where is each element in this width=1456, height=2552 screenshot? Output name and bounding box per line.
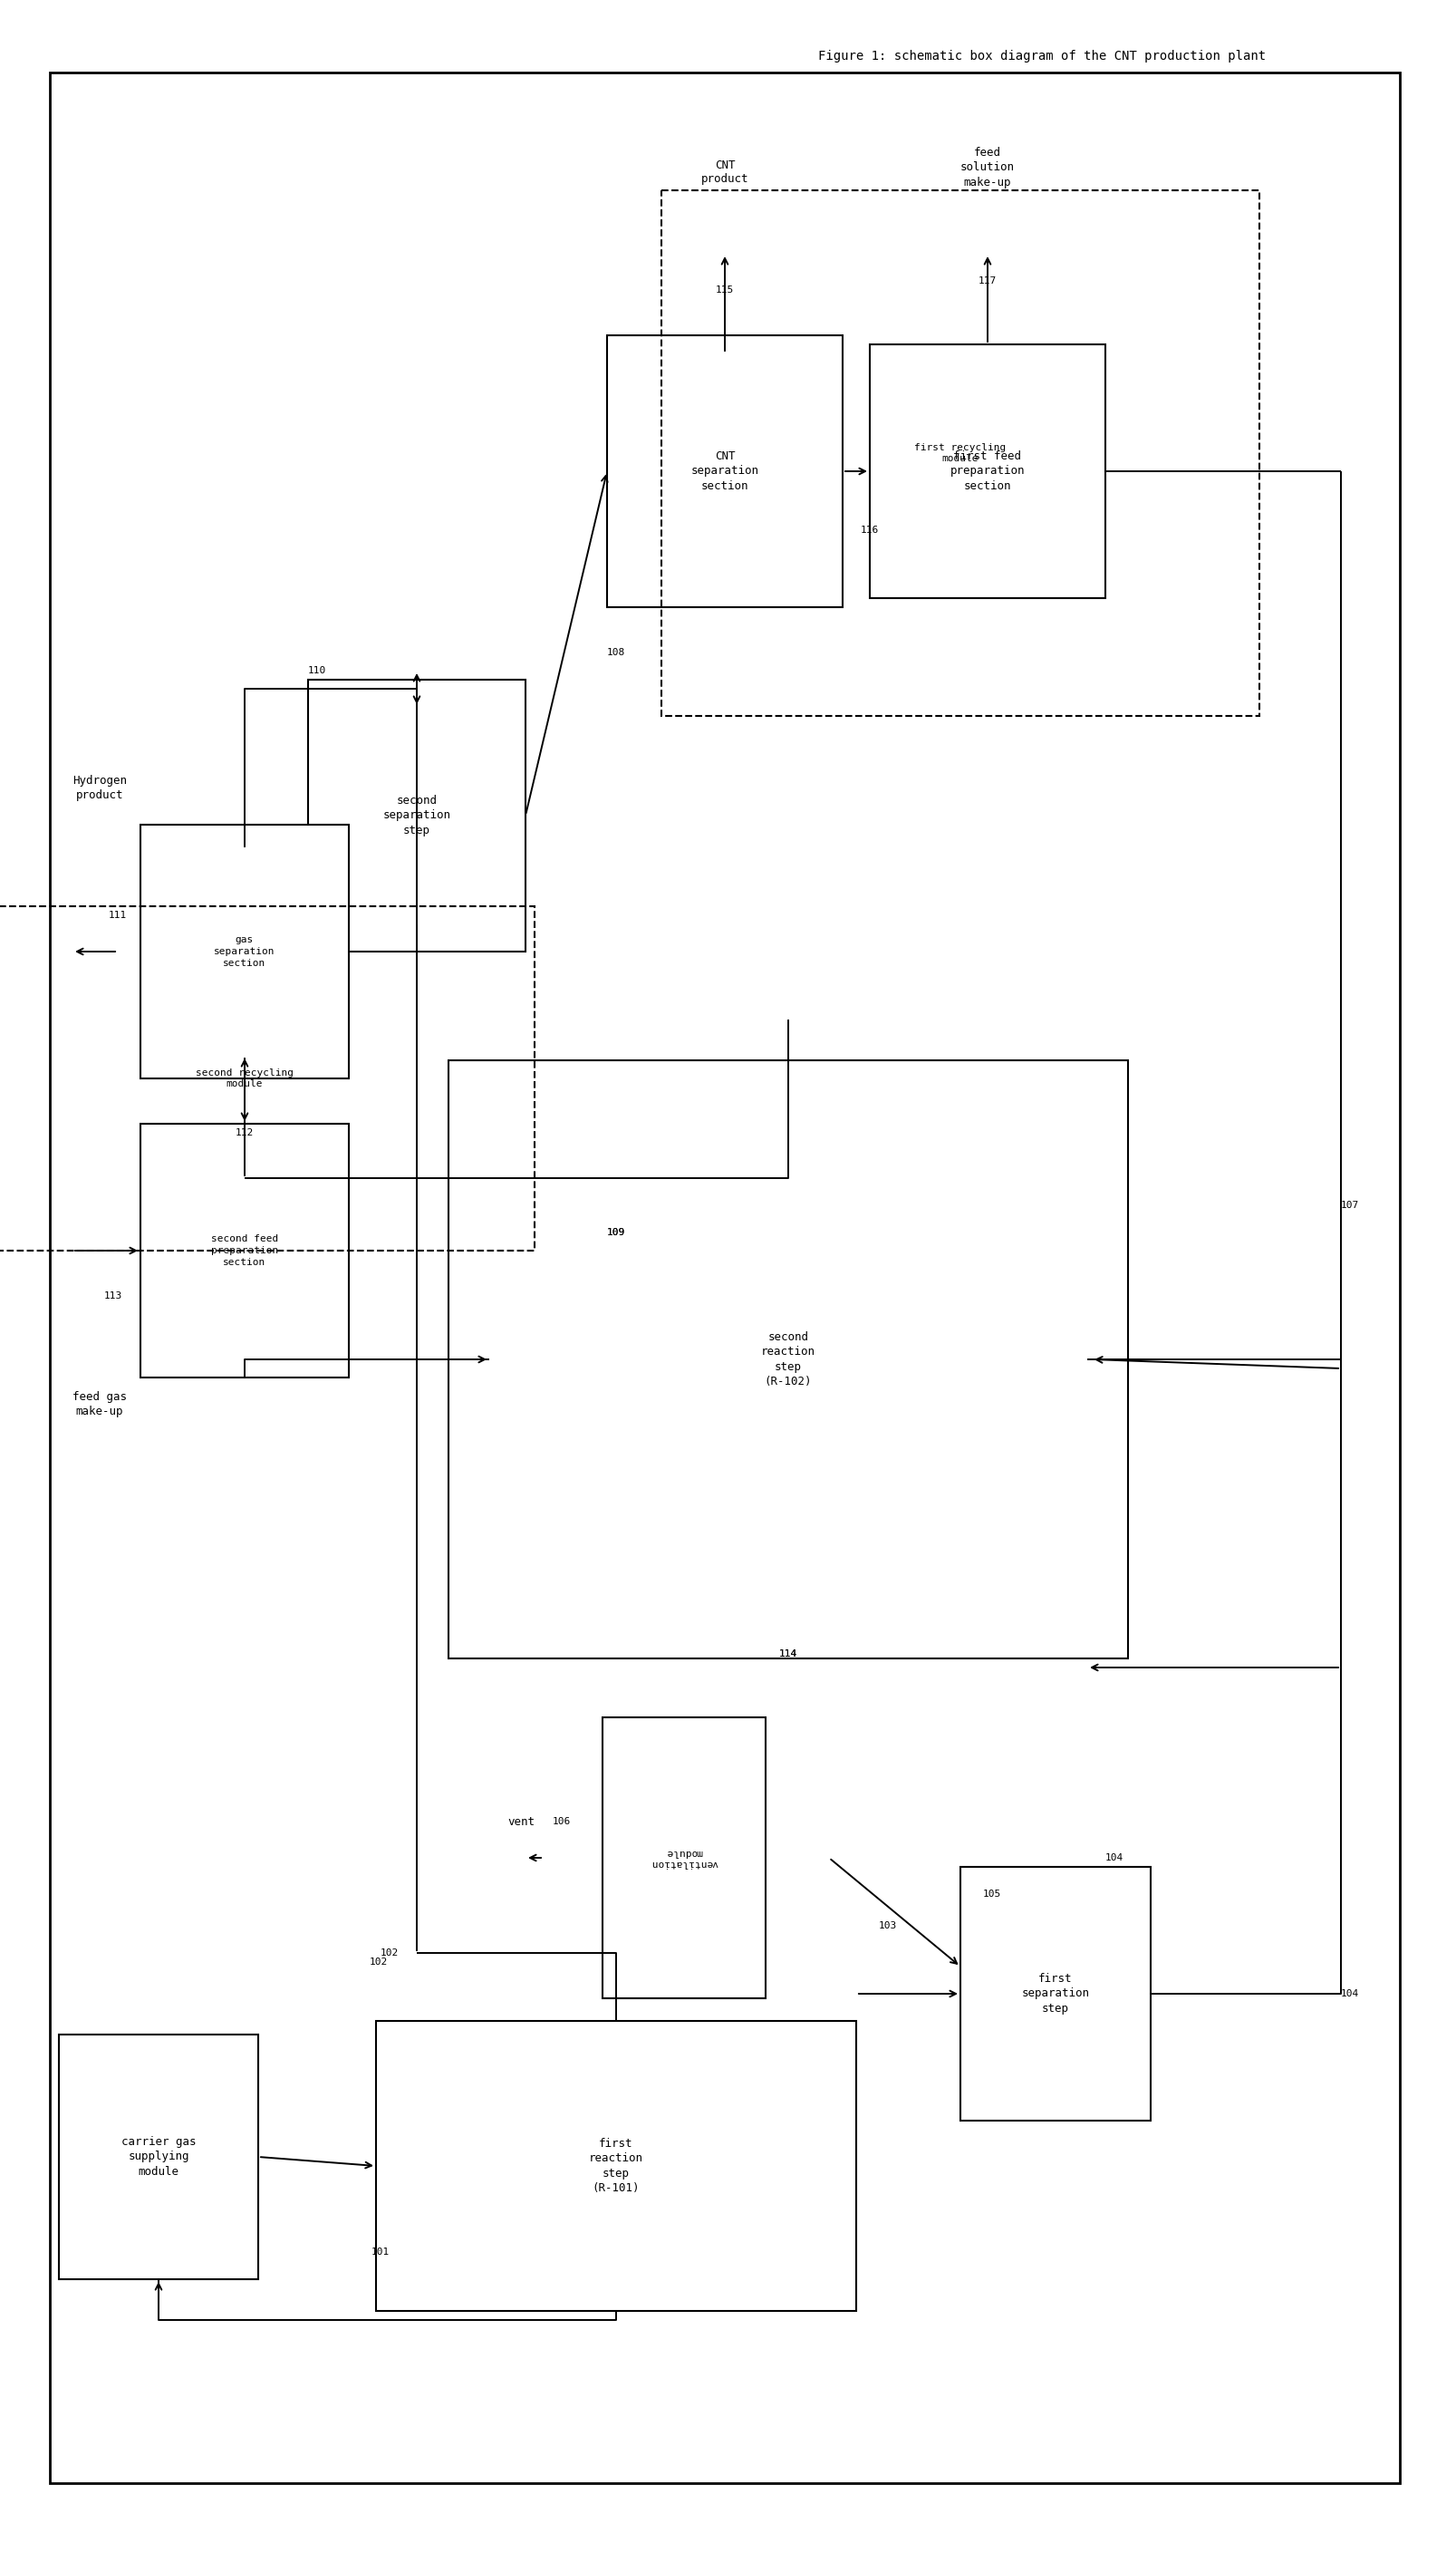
Text: 102: 102 bbox=[380, 1947, 399, 1957]
Bar bbox=[607, 334, 842, 607]
Text: 107: 107 bbox=[1340, 1202, 1358, 1210]
Text: second feed
preparation
section: second feed preparation section bbox=[211, 1235, 278, 1266]
Bar bbox=[448, 1059, 1127, 1659]
Bar bbox=[376, 2021, 856, 2312]
Bar bbox=[603, 1717, 764, 1998]
Bar bbox=[661, 191, 1258, 717]
Text: gas
separation
section: gas separation section bbox=[214, 937, 275, 967]
Text: CNT
product: CNT product bbox=[700, 158, 748, 186]
Text: 104: 104 bbox=[1340, 1988, 1358, 1998]
Text: 103: 103 bbox=[878, 1922, 897, 1929]
Text: first
reaction
step
(R-101): first reaction step (R-101) bbox=[588, 2139, 644, 2195]
Text: second
reaction
step
(R-102): second reaction step (R-102) bbox=[760, 1332, 815, 1388]
Text: 106: 106 bbox=[552, 1817, 571, 1827]
Text: second recycling
module: second recycling module bbox=[195, 1069, 293, 1090]
Text: 101: 101 bbox=[371, 2248, 389, 2256]
Text: vent: vent bbox=[507, 1814, 534, 1827]
Text: 109: 109 bbox=[607, 1228, 625, 1238]
Text: 104: 104 bbox=[1105, 1853, 1123, 1863]
Text: 114: 114 bbox=[779, 1649, 796, 1659]
Bar bbox=[307, 679, 526, 952]
Text: CNT
separation
section: CNT separation section bbox=[690, 449, 759, 493]
Text: ventilation
module: ventilation module bbox=[649, 1848, 718, 1868]
Bar bbox=[58, 2034, 258, 2279]
Text: 109: 109 bbox=[607, 1228, 625, 1238]
Text: 115: 115 bbox=[715, 286, 734, 293]
Bar bbox=[0, 906, 534, 1250]
Text: 111: 111 bbox=[109, 911, 127, 919]
Text: 116: 116 bbox=[860, 526, 878, 536]
Bar bbox=[960, 1868, 1150, 2121]
Text: Hydrogen
product: Hydrogen product bbox=[73, 776, 127, 801]
Text: 102: 102 bbox=[370, 1957, 387, 1968]
Text: carrier gas
supplying
module: carrier gas supplying module bbox=[121, 2136, 195, 2177]
Text: first feed
preparation
section: first feed preparation section bbox=[949, 449, 1025, 493]
Text: 105: 105 bbox=[983, 1888, 1000, 1899]
Bar bbox=[140, 1123, 348, 1378]
Text: 117: 117 bbox=[978, 276, 996, 286]
Text: first recycling
module: first recycling module bbox=[914, 444, 1006, 464]
Text: 108: 108 bbox=[607, 648, 625, 656]
Bar bbox=[140, 824, 348, 1079]
Bar bbox=[869, 345, 1105, 597]
Text: Figure 1: schematic box diagram of the CNT production plant: Figure 1: schematic box diagram of the C… bbox=[818, 51, 1265, 64]
Text: 110: 110 bbox=[307, 666, 326, 676]
Text: 112: 112 bbox=[236, 1128, 253, 1138]
Text: second
separation
step: second separation step bbox=[383, 794, 450, 837]
Text: feed gas
make-up: feed gas make-up bbox=[73, 1391, 127, 1419]
Text: 113: 113 bbox=[103, 1291, 122, 1302]
Text: 114: 114 bbox=[779, 1649, 796, 1659]
Text: first
separation
step: first separation step bbox=[1021, 1973, 1089, 2014]
Text: feed
solution
make-up: feed solution make-up bbox=[960, 148, 1015, 189]
